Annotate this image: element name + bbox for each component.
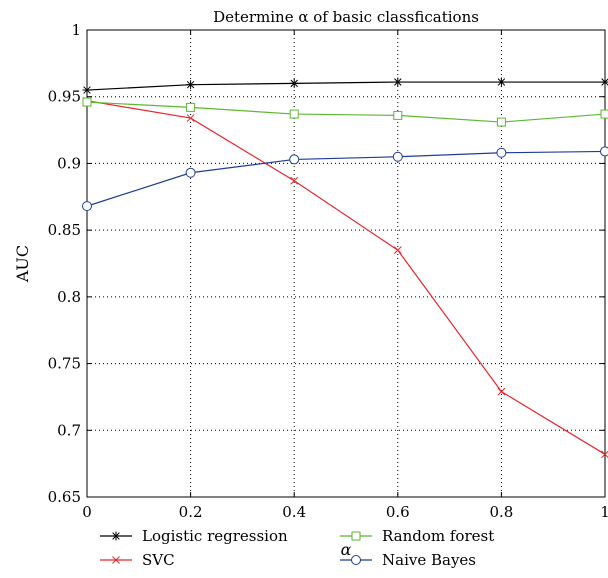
data-point-random-forest	[83, 98, 91, 106]
chart-title: Determine α of basic classfications	[213, 8, 479, 26]
data-point-logistic-regression	[393, 78, 402, 87]
legend-marker	[112, 532, 121, 541]
x-tick-label: 0	[82, 503, 92, 521]
plot-frame	[87, 30, 605, 497]
data-point-naive-bayes	[290, 155, 299, 164]
data-point-naive-bayes	[186, 168, 195, 177]
data-point-naive-bayes	[601, 147, 608, 156]
data-point-random-forest	[187, 103, 195, 111]
series-line-svc	[87, 101, 605, 455]
y-tick-label: 0.9	[57, 154, 81, 172]
series-logistic-regression	[83, 78, 608, 95]
legend-entry-random-forest: Random forest	[340, 527, 494, 545]
data-point-logistic-regression	[290, 79, 299, 88]
data-point-random-forest	[497, 118, 505, 126]
legend-label: SVC	[142, 551, 175, 569]
y-tick-label: 0.85	[48, 221, 81, 239]
legend-label: Random forest	[382, 527, 494, 545]
data-point-naive-bayes	[83, 202, 92, 211]
series-svc	[84, 97, 608, 458]
y-axis-label: AUC	[13, 245, 32, 283]
data-point-naive-bayes	[497, 148, 506, 157]
series-line-random-forest	[87, 102, 605, 122]
series-line-logistic-regression	[87, 82, 605, 90]
x-tick-label: 0.2	[179, 503, 203, 521]
data-point-logistic-regression	[186, 80, 195, 89]
data-point-logistic-regression	[601, 78, 608, 87]
data-point-logistic-regression	[497, 78, 506, 87]
data-point-naive-bayes	[393, 152, 402, 161]
series-layer	[83, 78, 608, 458]
legend-entry-svc: SVC	[100, 551, 175, 569]
series-line-naive-bayes	[87, 151, 605, 206]
y-tick-label: 0.75	[48, 355, 81, 373]
legend-label: Logistic regression	[142, 527, 288, 545]
series-naive-bayes	[83, 147, 608, 211]
y-tick-label: 0.7	[57, 421, 81, 439]
y-tick-label: 0.95	[48, 88, 81, 106]
legend: Logistic regression Random forest SVC Naive…	[100, 527, 494, 569]
series-random-forest	[83, 98, 608, 126]
grid-lines	[87, 30, 605, 497]
data-point-random-forest	[290, 110, 298, 118]
y-tick-label: 0.65	[48, 488, 81, 506]
data-point-logistic-regression	[83, 86, 92, 95]
data-point-svc	[394, 247, 401, 254]
legend-marker	[352, 556, 361, 565]
x-tick-label: 0.4	[282, 503, 306, 521]
x-tick-label: 1	[600, 503, 608, 521]
x-tick-label: 0.8	[489, 503, 513, 521]
x-axis-label: α	[341, 540, 352, 559]
legend-entry-naive-bayes: Naive Bayes	[340, 551, 476, 569]
legend-label: Naive Bayes	[382, 551, 476, 569]
y-tick-label: 0.8	[57, 288, 81, 306]
legend-entry-logistic-regression: Logistic regression	[100, 527, 288, 545]
x-tick-labels: 0 0.2 0.4 0.6 0.8 1	[82, 503, 608, 521]
data-point-random-forest	[601, 110, 608, 118]
x-tick-label: 0.6	[386, 503, 410, 521]
y-tick-labels: 0.65 0.7 0.75 0.8 0.85 0.9 0.95 1	[48, 21, 81, 506]
data-point-random-forest	[394, 111, 402, 119]
axis-ticks	[87, 30, 605, 497]
legend-marker	[352, 532, 360, 540]
y-tick-label: 1	[71, 21, 81, 39]
